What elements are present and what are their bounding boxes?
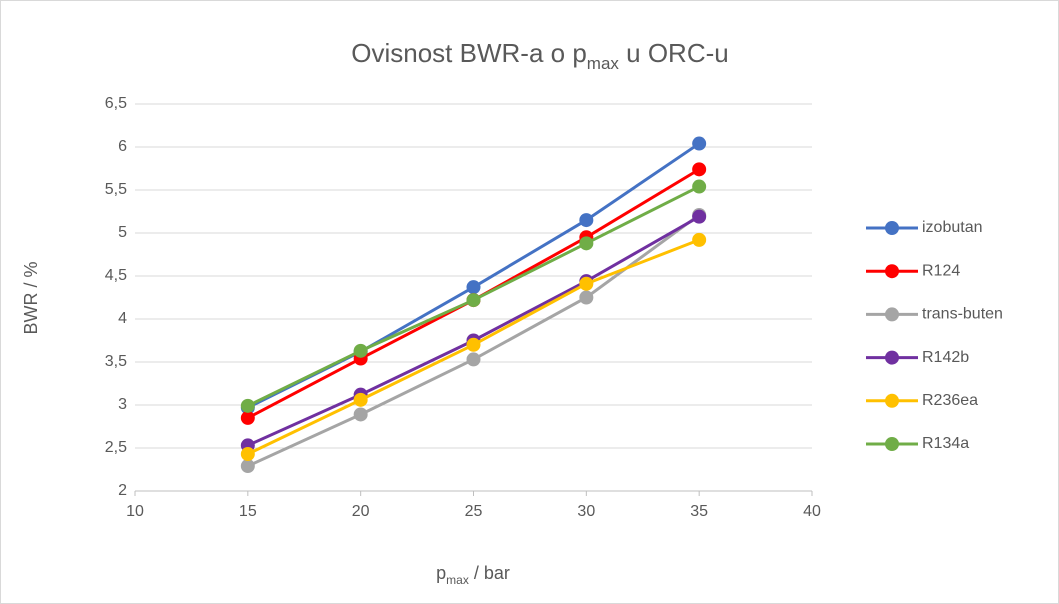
legend-label: R124 bbox=[922, 262, 960, 279]
x-axis-label: pmax / bar bbox=[436, 563, 510, 587]
marker bbox=[353, 392, 368, 407]
marker bbox=[353, 343, 368, 358]
y-tick-label: 2 bbox=[118, 482, 127, 499]
marker bbox=[240, 459, 255, 474]
legend-label: izobutan bbox=[922, 219, 983, 236]
marker bbox=[353, 407, 368, 422]
marker bbox=[692, 232, 707, 247]
y-tick-label: 4,5 bbox=[105, 267, 127, 284]
x-tick-label: 30 bbox=[577, 503, 595, 520]
marker bbox=[240, 398, 255, 413]
marker bbox=[579, 236, 594, 251]
y-tick-label: 3 bbox=[118, 396, 127, 413]
text-part: / bar bbox=[469, 563, 510, 583]
legend-marker bbox=[885, 264, 899, 279]
legend-label: R142b bbox=[922, 349, 969, 366]
marker bbox=[692, 179, 707, 194]
y-axis-label: BWR / % bbox=[21, 261, 41, 334]
marker bbox=[466, 352, 481, 367]
x-tick-label: 20 bbox=[352, 503, 370, 520]
marker bbox=[692, 209, 707, 224]
legend-label: trans-buten bbox=[922, 306, 1003, 323]
marker bbox=[466, 293, 481, 308]
marker bbox=[579, 290, 594, 305]
legend-marker bbox=[885, 307, 899, 322]
chart-title: Ovisnost BWR-a o pmax u ORC-u bbox=[351, 38, 728, 73]
legend-label: R134a bbox=[922, 435, 969, 452]
marker bbox=[579, 213, 594, 228]
y-tick-label: 6 bbox=[118, 138, 127, 155]
marker bbox=[240, 410, 255, 425]
legend-marker bbox=[885, 221, 899, 235]
legend-marker bbox=[885, 393, 899, 408]
x-tick-label: 35 bbox=[690, 503, 708, 520]
x-tick-label: 40 bbox=[803, 503, 821, 520]
x-tick-label: 25 bbox=[465, 503, 483, 520]
y-tick-label: 3,5 bbox=[105, 353, 127, 370]
y-tick-label: 4 bbox=[118, 310, 127, 327]
legend-marker bbox=[885, 437, 899, 451]
x-tick-label: 10 bbox=[126, 503, 144, 520]
legend-label: R236ea bbox=[922, 392, 978, 409]
marker bbox=[692, 136, 707, 151]
subscript: max bbox=[446, 573, 469, 587]
marker bbox=[240, 447, 255, 462]
text-part: p bbox=[436, 563, 446, 583]
y-tick-label: 2,5 bbox=[105, 439, 127, 456]
text-part: u ORC-u bbox=[619, 38, 729, 68]
subscript: max bbox=[587, 54, 620, 73]
legend-marker bbox=[885, 350, 899, 365]
x-tick-label: 15 bbox=[239, 503, 257, 520]
y-tick-label: 6,5 bbox=[105, 95, 127, 112]
marker bbox=[692, 162, 707, 177]
y-tick-label: 5,5 bbox=[105, 181, 127, 198]
marker bbox=[466, 280, 481, 295]
marker bbox=[579, 276, 594, 291]
marker bbox=[466, 337, 481, 352]
y-tick-label: 5 bbox=[118, 224, 127, 241]
text-part: Ovisnost BWR-a o p bbox=[351, 38, 587, 68]
